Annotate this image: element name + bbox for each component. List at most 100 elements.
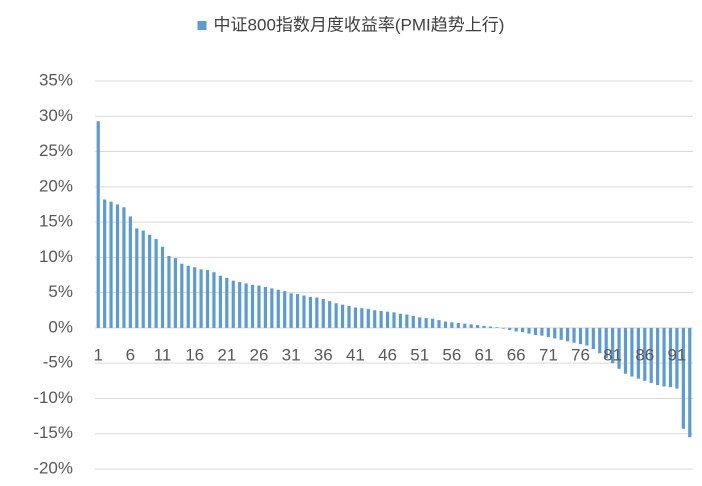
bar <box>128 216 132 328</box>
bar <box>109 201 113 328</box>
bar <box>289 293 293 328</box>
bar <box>96 121 100 328</box>
bar <box>218 275 222 328</box>
bar <box>135 228 139 328</box>
x-tick-label: 21 <box>217 345 236 364</box>
bar <box>456 322 460 328</box>
bar <box>540 327 544 336</box>
y-tick-label: 15% <box>39 212 73 231</box>
bar <box>199 269 203 328</box>
bar <box>566 327 570 342</box>
x-tick-label: 36 <box>314 345 333 364</box>
bar <box>141 230 145 328</box>
bar <box>212 272 216 328</box>
bar <box>250 284 255 328</box>
bar <box>488 326 493 328</box>
bar <box>334 303 338 328</box>
bar <box>283 291 287 328</box>
bar <box>276 289 280 328</box>
bar <box>186 265 190 328</box>
bar <box>591 327 595 350</box>
bar <box>154 239 158 328</box>
bar <box>495 327 499 328</box>
bar <box>366 308 370 328</box>
bar <box>501 327 505 329</box>
y-tick-label: 25% <box>39 141 73 160</box>
bar <box>572 327 576 343</box>
legend: 中证800指数月度收益率(PMI趋势上行) <box>197 15 504 34</box>
bar <box>469 324 473 328</box>
bar <box>308 296 313 328</box>
bar <box>443 321 448 328</box>
bar <box>193 267 197 328</box>
bar <box>546 327 550 338</box>
x-tick-label: 86 <box>635 345 654 364</box>
x-tick-label: 66 <box>507 345 526 364</box>
bar <box>521 327 525 333</box>
bar <box>437 320 441 328</box>
bar <box>463 323 467 328</box>
bar <box>244 283 248 328</box>
bar <box>173 258 177 328</box>
bar <box>643 327 647 381</box>
bar <box>167 255 171 328</box>
bar <box>360 308 364 328</box>
bar <box>180 263 184 328</box>
y-tick-label: 0% <box>48 317 73 336</box>
bar <box>482 325 486 328</box>
bar <box>347 306 351 328</box>
x-tick-label: 16 <box>185 345 204 364</box>
bar <box>321 298 325 328</box>
bar <box>430 318 435 328</box>
bar <box>385 311 390 328</box>
y-tick-label: 10% <box>39 247 73 266</box>
bar <box>681 327 685 429</box>
y-tick-label: -20% <box>33 458 73 477</box>
y-tick-label: -5% <box>43 353 73 372</box>
bar <box>508 327 512 331</box>
bar <box>411 315 415 328</box>
x-tick-label: 91 <box>667 345 686 364</box>
bar <box>662 327 666 387</box>
bar <box>270 288 274 328</box>
bar <box>379 310 383 328</box>
bar <box>617 327 621 369</box>
bar <box>231 280 235 328</box>
bar <box>450 322 454 328</box>
bar <box>263 286 267 328</box>
x-tick-label: 11 <box>154 345 172 364</box>
x-tick-label: 71 <box>539 345 558 364</box>
bar <box>578 327 583 345</box>
bar <box>302 295 306 328</box>
bar <box>675 327 679 389</box>
y-tick-label: 5% <box>48 282 73 301</box>
bar <box>604 327 608 359</box>
y-tick-label: 30% <box>39 106 73 125</box>
bar <box>353 307 358 328</box>
bar <box>553 327 557 339</box>
bar <box>405 314 409 328</box>
x-tick-label: 41 <box>346 345 365 364</box>
x-tick-label: 6 <box>126 345 135 364</box>
x-tick-label: 81 <box>603 345 622 364</box>
x-tick-label: 51 <box>410 345 429 364</box>
bar <box>636 327 640 379</box>
x-tick-label: 26 <box>250 345 269 364</box>
legend-swatch <box>197 21 207 30</box>
bar <box>328 301 332 328</box>
bar <box>295 294 300 328</box>
x-tick-label: 46 <box>378 345 397 364</box>
bar <box>205 270 210 328</box>
y-tick-label: 20% <box>39 176 73 195</box>
bar <box>257 285 261 328</box>
bar <box>533 327 538 335</box>
bar <box>160 246 165 328</box>
bar <box>315 297 319 328</box>
x-tick-label: 1 <box>93 345 102 364</box>
bar <box>668 327 673 388</box>
y-tick-label: -15% <box>33 423 73 442</box>
x-tick-label: 56 <box>442 345 461 364</box>
bar <box>656 327 660 386</box>
bar <box>225 277 229 328</box>
